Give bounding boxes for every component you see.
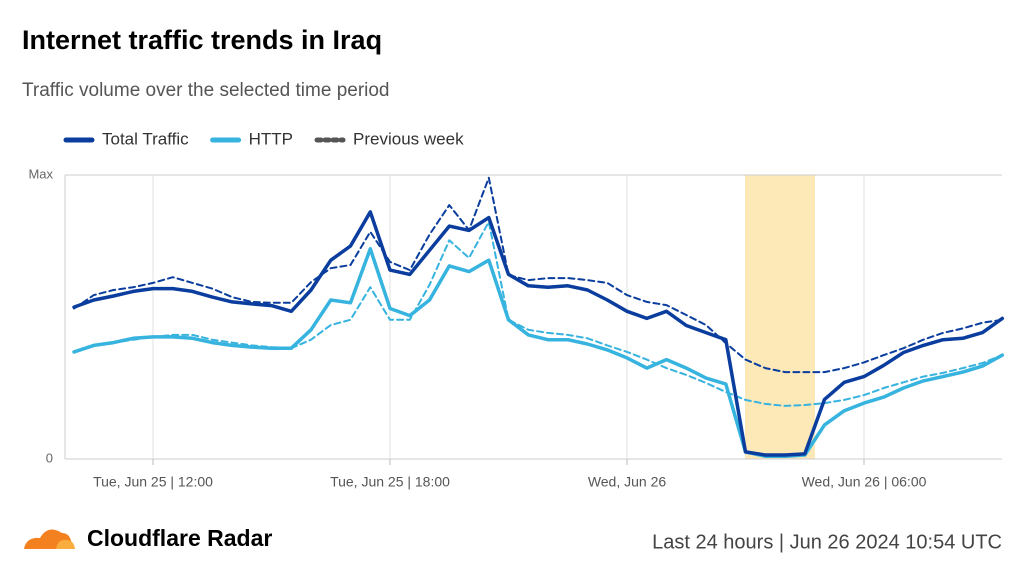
brand: Cloudflare Radar — [87, 525, 272, 551]
x-tick-label: Wed, Jun 26 — [588, 474, 667, 490]
chart-subtitle: Traffic volume over the selected time pe… — [22, 80, 390, 101]
previous-week-line — [73, 220, 1004, 407]
x-tick-label: Wed, Jun 26 | 06:00 — [802, 474, 927, 490]
previous-week-line — [73, 176, 1004, 374]
chart-title: Internet traffic trends in Iraq — [22, 25, 382, 55]
y-tick-label: Max — [28, 166, 53, 181]
legend-label: Total Traffic — [102, 129, 189, 148]
legend-label: Previous week — [353, 129, 464, 148]
y-tick-label: 0 — [46, 450, 53, 465]
series-line — [72, 247, 1005, 458]
logo — [24, 529, 75, 549]
period: Last 24 hours | Jun 26 2024 10:54 UTC — [652, 531, 1002, 553]
outage-highlight — [745, 175, 815, 459]
legend-label: HTTP — [249, 129, 293, 148]
x-tick-label: Tue, Jun 25 | 12:00 — [93, 474, 213, 490]
x-tick-label: Tue, Jun 25 | 18:00 — [330, 474, 450, 490]
series-line — [72, 210, 1005, 457]
